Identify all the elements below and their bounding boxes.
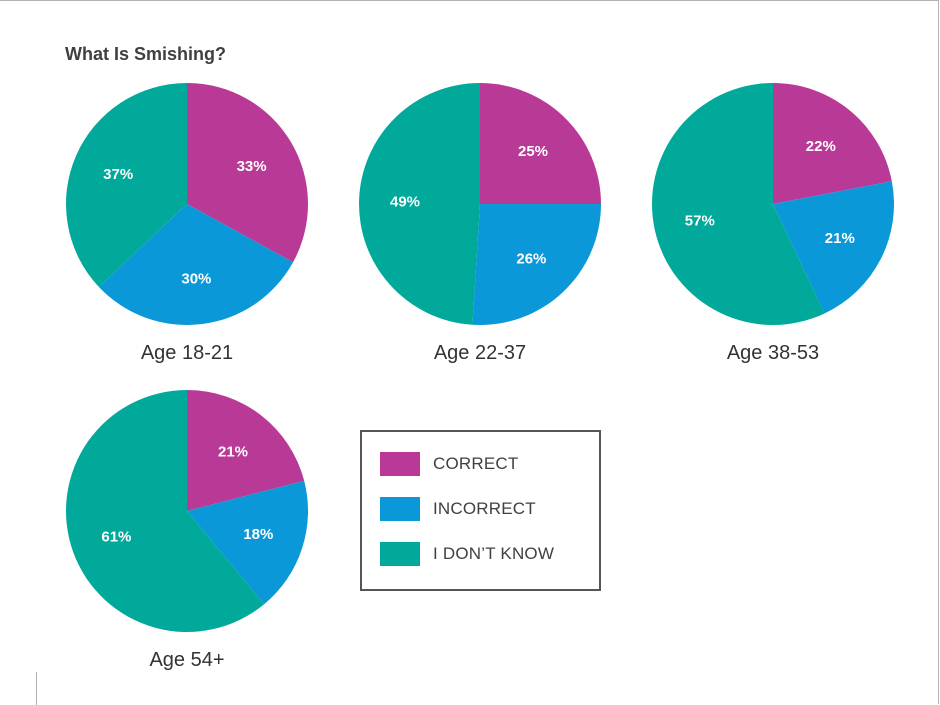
chart-legend: CORRECT INCORRECT I DON’T KNOW — [360, 430, 601, 591]
legend-item-dont-know: I DON’T KNOW — [380, 541, 554, 567]
pie-slice-incorrect — [187, 480, 309, 605]
pie-value-label-dont-know: 57% — [685, 212, 715, 229]
pie-value-label-correct: 33% — [237, 158, 267, 175]
pie-label-age-18-21: Age 18-21 — [140, 342, 234, 364]
pie-label-age-22-37: Age 22-37 — [433, 342, 527, 364]
pie-label-age-54-plus: Age 54+ — [149, 649, 225, 671]
pie-age-22-37: 25% 26% 49% — [359, 83, 601, 325]
pie-slice-correct — [187, 390, 305, 511]
pie-age-18-21: 33% 30% 37% — [65, 83, 308, 326]
pie-value-label-correct: 21% — [218, 444, 248, 461]
pie-value-label-incorrect: 30% — [181, 270, 211, 287]
pie-age-54-plus: 21% 18% 61% — [65, 390, 309, 632]
pie-slice-dont-know — [65, 390, 265, 632]
pie-slice-dont-know — [651, 83, 825, 326]
legend-swatch-incorrect — [380, 497, 420, 521]
pie-value-label-incorrect: 18% — [243, 526, 273, 543]
pie-slice-correct — [773, 83, 892, 204]
pie-slice-incorrect — [472, 204, 601, 325]
pie-age-38-53: 22% 21% 57% — [651, 83, 895, 326]
legend-label-correct: CORRECT — [433, 454, 519, 473]
chart-title: What Is Smishing? — [65, 44, 227, 64]
pie-slice-dont-know — [359, 83, 480, 325]
legend-swatch-correct — [380, 452, 420, 476]
legend-swatch-dont-know — [380, 542, 420, 566]
pie-value-label-dont-know: 61% — [101, 528, 131, 545]
chart-frame-edge — [36, 672, 37, 705]
legend-label-dont-know: I DON’T KNOW — [433, 544, 555, 563]
pie-slice-incorrect — [773, 181, 895, 314]
legend-item-correct: CORRECT — [380, 451, 518, 477]
pie-value-label-correct: 22% — [806, 138, 836, 155]
pie-value-label-correct: 25% — [518, 143, 548, 160]
pie-value-label-dont-know: 37% — [103, 166, 133, 183]
pie-slice-correct — [480, 83, 601, 204]
pie-label-age-38-53: Age 38-53 — [726, 342, 820, 364]
legend-item-incorrect: INCORRECT — [380, 496, 536, 522]
pie-slice-correct — [187, 83, 308, 263]
pie-value-label-incorrect: 26% — [516, 251, 546, 268]
pie-value-label-dont-know: 49% — [390, 194, 420, 211]
legend-label-incorrect: INCORRECT — [433, 499, 536, 518]
pie-slice-dont-know — [65, 83, 187, 287]
pie-slice-incorrect — [98, 204, 294, 326]
pie-value-label-incorrect: 21% — [825, 230, 855, 247]
